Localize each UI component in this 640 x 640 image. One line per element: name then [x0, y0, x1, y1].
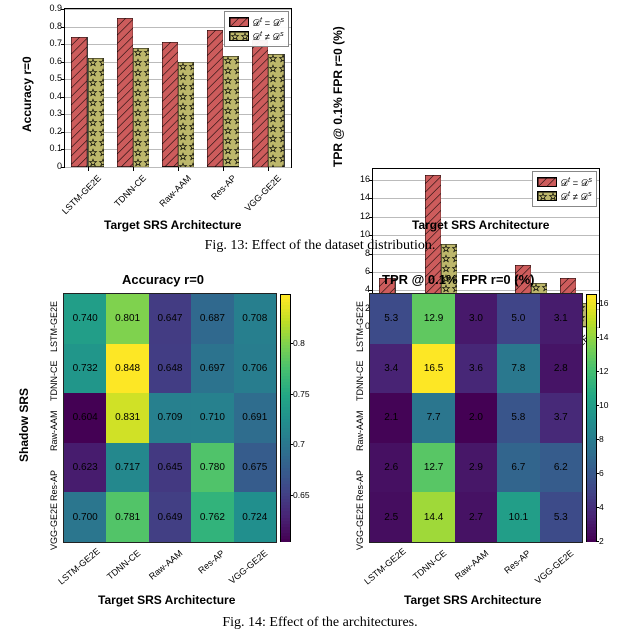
hm-cell: 14.4 [412, 492, 454, 542]
hm-cell: 0.781 [106, 492, 148, 542]
hm-cell: 7.8 [497, 344, 539, 394]
hm-cell: 3.7 [540, 393, 582, 443]
fig13-left-axes: 00.10.20.30.40.50.60.70.80.9LSTM-GE2ETDN… [64, 8, 292, 168]
fig14-left-colorbar: 0.650.70.750.8 [280, 294, 291, 542]
hm-cell: 0.645 [149, 443, 191, 493]
hm-cell: 0.604 [64, 393, 106, 443]
hm-cell: 5.3 [540, 492, 582, 542]
bar-diff [133, 48, 149, 167]
fig14-right-heatmap: 5.312.93.05.03.13.416.53.67.82.82.17.72.… [370, 294, 582, 542]
fig13: 00.10.20.30.40.50.60.70.80.9LSTM-GE2ETDN… [0, 0, 640, 260]
hm-cell: 3.1 [540, 294, 582, 344]
hm-cell: 2.6 [370, 443, 412, 493]
hm-cell: 0.831 [106, 393, 148, 443]
fig14-right-colorbar: 246810121416 [586, 294, 597, 542]
fig14-right-title: TPR @ 0.1% FPR r=0 (%) [382, 272, 534, 287]
bar-same [117, 18, 133, 167]
legend: 𝒟t = 𝒟s𝒟t ≠ 𝒟s [532, 171, 597, 207]
hm-cell: 0.708 [234, 294, 276, 344]
hm-cell: 0.647 [149, 294, 191, 344]
fig14-caption: Fig. 14: Effect of the architectures. [0, 615, 640, 631]
hm-cell: 0.649 [149, 492, 191, 542]
hm-cell: 16.5 [412, 344, 454, 394]
hm-cell: 0.709 [149, 393, 191, 443]
hm-cell: 3.6 [455, 344, 497, 394]
hm-cell: 5.0 [497, 294, 539, 344]
hm-cell: 2.0 [455, 393, 497, 443]
fig13-caption: Fig. 13: Effect of the dataset distribut… [0, 238, 640, 254]
hm-cell: 0.780 [191, 443, 233, 493]
hm-cell: 6.2 [540, 443, 582, 493]
hm-cell: 0.740 [64, 294, 106, 344]
hm-cell: 7.7 [412, 393, 454, 443]
bar-same [252, 40, 268, 167]
hm-cell: 12.9 [412, 294, 454, 344]
hm-cell: 0.732 [64, 344, 106, 394]
bar-diff [223, 56, 239, 167]
fig13-left-ylabel: Accuracy r=0 [20, 42, 34, 132]
hm-cell: 5.8 [497, 393, 539, 443]
hm-cell: 2.7 [455, 492, 497, 542]
hm-cell: 6.7 [497, 443, 539, 493]
hm-cell: 5.3 [370, 294, 412, 344]
fig13-left-xlabel: Target SRS Architecture [104, 218, 241, 232]
bar-diff [178, 62, 194, 167]
hm-cell: 0.801 [106, 294, 148, 344]
bar-same [207, 30, 223, 167]
fig14-left-title: Accuracy r=0 [122, 272, 204, 287]
fig14-right-xlabel: Target SRS Architecture [404, 593, 541, 607]
hm-cell: 0.623 [64, 443, 106, 493]
hm-cell: 0.648 [149, 344, 191, 394]
fig13-right-xlabel: Target SRS Architecture [412, 218, 549, 232]
bar-same [71, 37, 87, 167]
hm-cell: 2.8 [540, 344, 582, 394]
hm-cell: 12.7 [412, 443, 454, 493]
hm-cell: 0.762 [191, 492, 233, 542]
hm-cell: 0.710 [191, 393, 233, 443]
hm-cell: 0.675 [234, 443, 276, 493]
fig14-ylabel: Shadow SRS [17, 372, 31, 462]
hm-cell: 10.1 [497, 492, 539, 542]
hm-cell: 2.9 [455, 443, 497, 493]
hm-cell: 3.4 [370, 344, 412, 394]
hm-cell: 0.706 [234, 344, 276, 394]
fig13-right-ylabel: TPR @ 0.1% FPR r=0 (%) [331, 7, 345, 167]
hm-cell: 0.717 [106, 443, 148, 493]
hm-cell: 3.0 [455, 294, 497, 344]
fig14-left-xlabel: Target SRS Architecture [98, 593, 235, 607]
hm-cell: 0.724 [234, 492, 276, 542]
bar-diff [88, 58, 104, 167]
hm-cell: 0.687 [191, 294, 233, 344]
fig14-left-heatmap: 0.7400.8010.6470.6870.708 0.7320.8480.648… [64, 294, 276, 542]
hm-cell: 0.700 [64, 492, 106, 542]
legend: 𝒟t = 𝒟s𝒟t ≠ 𝒟s [224, 11, 289, 47]
bar-diff [268, 54, 284, 167]
hm-cell: 2.5 [370, 492, 412, 542]
hm-cell: 2.1 [370, 393, 412, 443]
hm-cell: 0.691 [234, 393, 276, 443]
hm-cell: 0.848 [106, 344, 148, 394]
bar-same [162, 42, 178, 167]
fig14: Accuracy r=0 TPR @ 0.1% FPR r=0 (%) 0.74… [0, 268, 640, 640]
hm-cell: 0.697 [191, 344, 233, 394]
